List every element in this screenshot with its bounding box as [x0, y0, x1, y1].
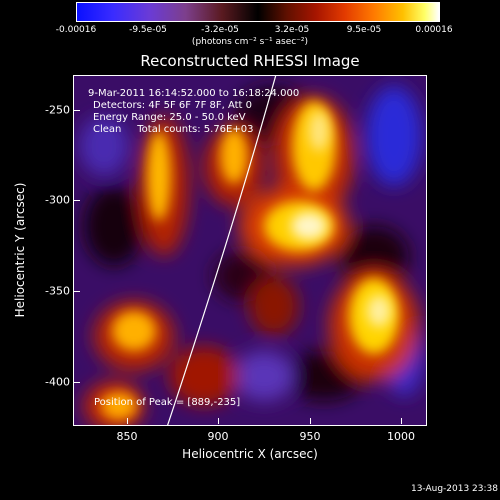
plot-title: Reconstructed RHESSI Image [140, 52, 360, 70]
x-tick-mark [127, 418, 128, 424]
y-tick-mark [74, 110, 80, 111]
x-tick-mark [218, 418, 219, 424]
y-tick-label: -400 [45, 375, 70, 389]
x-tick-label: 950 [299, 430, 321, 443]
x-tick-mark [401, 418, 402, 424]
solar-limb-line [167, 76, 277, 425]
x-tick-label: 1000 [387, 430, 415, 443]
rhessi-image: 9-Mar-2011 16:14:52.000 to 16:18:24.000 … [73, 75, 427, 426]
colorbar-tick-label: 9.5e-05 [346, 25, 382, 35]
colorbar-tick-label: -3.2e-05 [201, 25, 239, 35]
y-tick-label: -250 [45, 103, 70, 117]
creation-date: 13-Aug-2013 23:38 [410, 484, 498, 494]
x-tick-label: 850 [116, 430, 138, 443]
colorbar-tick-label: 0.00016 [415, 25, 453, 35]
info-time-range: 9-Mar-2011 16:14:52.000 to 16:18:24.000 [88, 88, 300, 99]
x-tick-mark [310, 418, 311, 424]
y-tick-label: -350 [45, 284, 70, 298]
rhessi-heatmap [74, 76, 426, 425]
colorbar-tick-label: -9.5e-05 [129, 25, 167, 35]
colorbar-unit-label: (photons cm⁻² s⁻¹ asec⁻²) [191, 37, 309, 47]
colorbar-tick-label: -0.00016 [55, 25, 97, 35]
colorbar [76, 2, 440, 22]
x-axis-label: Heliocentric X (arcsec) [182, 447, 318, 461]
info-detectors: Detectors: 4F 5F 6F 7F 8F, Att 0 [93, 100, 253, 111]
y-tick-mark [74, 200, 80, 201]
y-tick-label: -300 [45, 193, 70, 207]
info-method-counts: Clean Total counts: 5.76E+03 [93, 124, 254, 135]
y-tick-mark [74, 291, 80, 292]
y-tick-mark [74, 382, 80, 383]
info-energy-range: Energy Range: 25.0 - 50.0 keV [93, 112, 246, 123]
x-tick-label: 900 [207, 430, 229, 443]
y-axis-label: Heliocentric Y (arcsec) [13, 182, 27, 318]
peak-position-label: Position of Peak = [889,-235] [94, 397, 241, 408]
colorbar-tick-label: 3.2e-05 [274, 25, 310, 35]
